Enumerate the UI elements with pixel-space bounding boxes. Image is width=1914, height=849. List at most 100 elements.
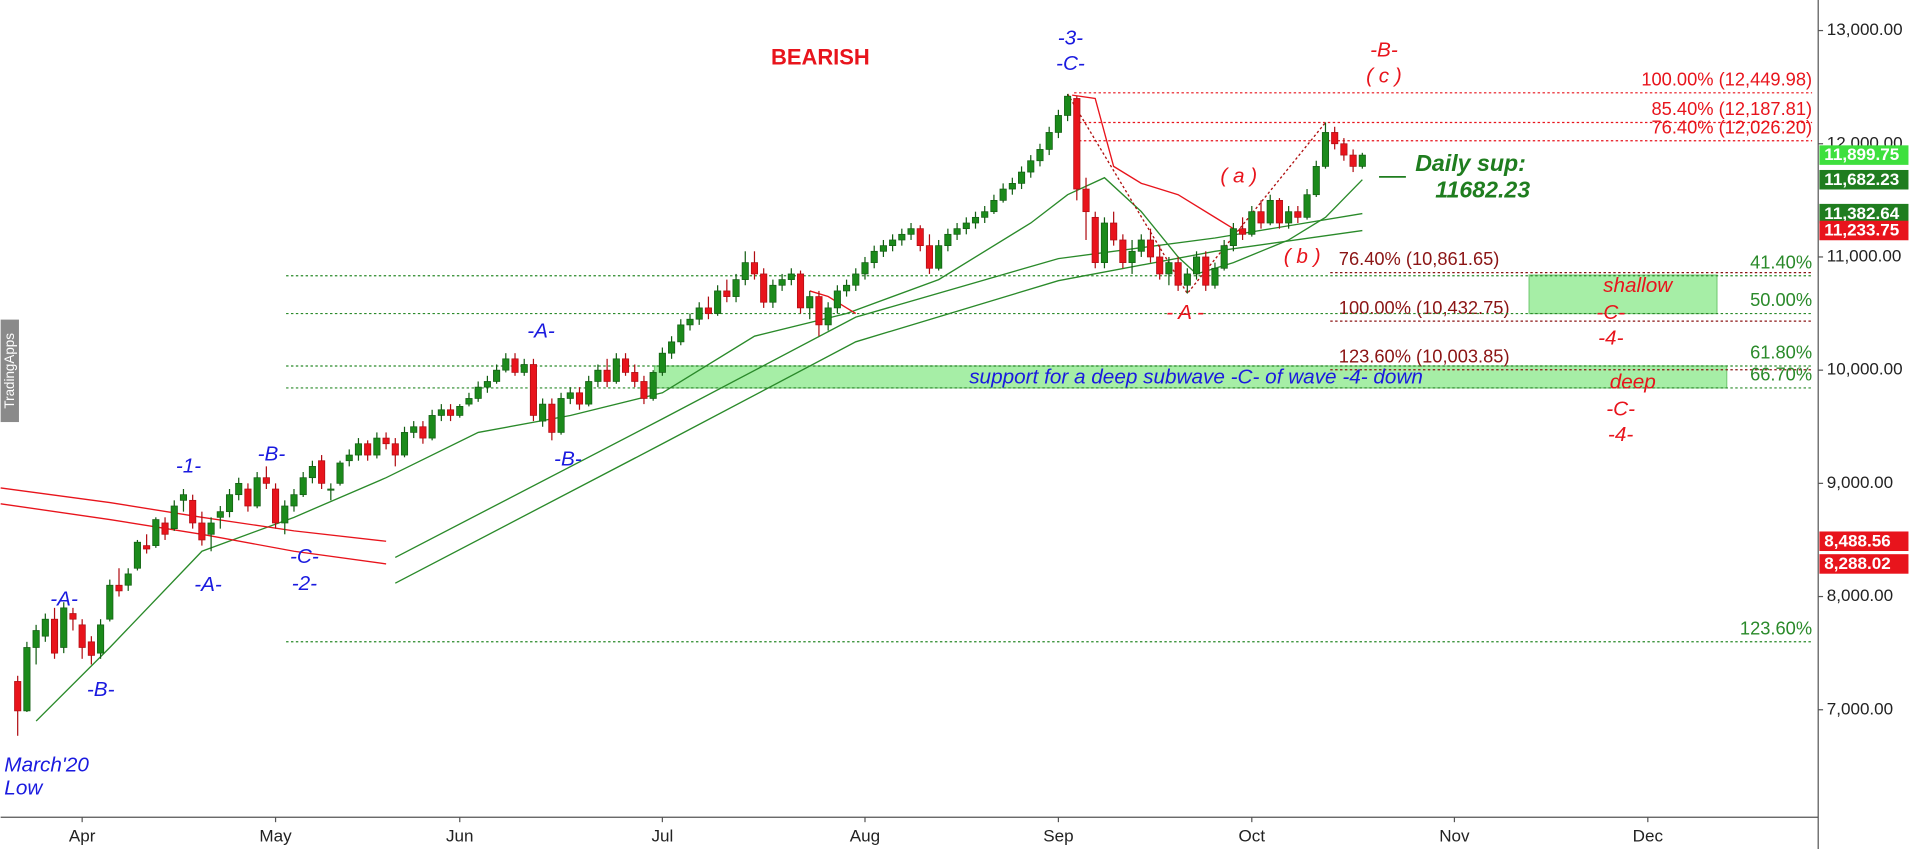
candle-body: [714, 290, 722, 314]
candle-body: [253, 477, 261, 507]
x-tick-label: Aug: [850, 826, 880, 845]
candle-body: [465, 398, 473, 405]
candle-body: [1045, 132, 1053, 150]
candle-body: [1054, 115, 1062, 133]
price-tag-label: 11,382.64: [1824, 204, 1899, 223]
candle-body: [327, 488, 335, 491]
candle-body: [161, 522, 169, 535]
candle-body: [1027, 160, 1035, 173]
candle-body: [539, 403, 547, 422]
candle-body: [299, 477, 307, 496]
price-tag-label: 8,488.56: [1824, 531, 1890, 550]
annotation: -4-: [1608, 423, 1633, 446]
candle-body: [1146, 239, 1155, 258]
candle-body: [1202, 256, 1210, 286]
price-tag-label: 11,233.75: [1824, 221, 1899, 240]
level-label: 100.00% (12,449.98): [1641, 68, 1812, 89]
candle-body: [1266, 199, 1274, 224]
candle-body: [732, 279, 740, 297]
candle-body: [658, 352, 666, 373]
y-tick-label: 11,000.00: [1827, 246, 1902, 265]
candle-body: [566, 392, 574, 399]
indicator-line: [394, 229, 1363, 584]
candle-body: [631, 372, 639, 382]
candle-body: [60, 607, 68, 648]
watermark: TradingApps: [2, 333, 17, 409]
candle-body: [796, 273, 805, 309]
candle-body: [428, 415, 436, 439]
candle-body: [907, 228, 915, 235]
annotation: -C-: [1596, 301, 1625, 324]
candle-body: [244, 488, 252, 507]
candle-body: [41, 618, 49, 637]
candle-body: [170, 505, 178, 529]
candle-body: [1064, 95, 1072, 116]
candle-body: [898, 233, 906, 241]
annotations: BEARISH -3- -C- -B- ( c ) ( a ) ( b ) - …: [0, 27, 1674, 800]
candle-body: [916, 228, 924, 247]
candle-body: [1183, 273, 1191, 286]
annotation: -C-: [1056, 52, 1085, 75]
annotation: -B-: [1370, 39, 1398, 62]
candle-body: [456, 406, 464, 416]
candle-body: [879, 245, 887, 252]
price-tag: [1819, 531, 1909, 552]
candle-body: [1285, 211, 1293, 224]
price-tag-label: 11,899.75: [1824, 145, 1899, 164]
level-label: 50.00%: [1750, 289, 1812, 310]
candle-body: [23, 647, 31, 712]
candle-body: [318, 460, 326, 484]
candle-body: [216, 511, 224, 518]
candle-body: [852, 273, 860, 286]
candle-body: [87, 641, 95, 656]
candle-body: [419, 426, 427, 439]
candle-body: [962, 222, 970, 230]
candle-body: [410, 426, 418, 433]
candle-body: [32, 630, 40, 648]
candle-body: [124, 573, 132, 586]
x-tick-label: Apr: [69, 826, 96, 845]
candle-body: [189, 499, 197, 524]
price-tag-label: 8,288.02: [1824, 554, 1890, 573]
candle-body: [1073, 98, 1081, 190]
candle-body: [1119, 239, 1127, 263]
level-label: 100.00% (10,432.75): [1339, 297, 1510, 318]
candle-body: [1156, 256, 1164, 275]
candle-body: [400, 432, 409, 456]
annotation: ( c ): [1366, 64, 1402, 87]
candle-body: [935, 245, 943, 269]
price-tag: [1819, 203, 1909, 224]
candle-body: [207, 522, 215, 535]
price-tag-label: 11,682.23: [1824, 170, 1899, 189]
watermark-tab: [0, 319, 19, 423]
annotation: shallow: [1603, 274, 1674, 297]
candle-body: [281, 505, 289, 524]
price-tag: [1819, 220, 1909, 241]
level-label: 41.40%: [1750, 251, 1812, 272]
x-tick-label: Jul: [651, 826, 673, 845]
candle-body: [1082, 188, 1090, 213]
candle-body: [1193, 256, 1201, 275]
candle-body: [723, 290, 731, 297]
candle-body: [575, 392, 584, 405]
candle-body: [198, 522, 206, 541]
candle-body: [1220, 245, 1228, 269]
candle-body: [152, 519, 160, 546]
annotation: support for a deep subwave -C- of wave -…: [969, 366, 1423, 389]
candle-body: [1257, 211, 1265, 224]
annotation: -A-: [527, 319, 555, 342]
y-tick-label: 8,000.00: [1827, 586, 1893, 605]
annotation: ( b ): [1284, 245, 1321, 268]
annotation: -B-: [554, 447, 582, 470]
candle-body: [686, 318, 694, 326]
level-label: 66.70%: [1750, 364, 1812, 385]
candle-body: [1331, 132, 1339, 145]
candle-body: [990, 199, 998, 213]
annotation: -2-: [292, 572, 317, 595]
candle-body: [704, 307, 712, 314]
candle-body: [97, 624, 105, 654]
candle-body: [695, 307, 703, 320]
y-tick-label: 10,000.00: [1827, 360, 1903, 379]
candle-body: [1165, 262, 1173, 275]
